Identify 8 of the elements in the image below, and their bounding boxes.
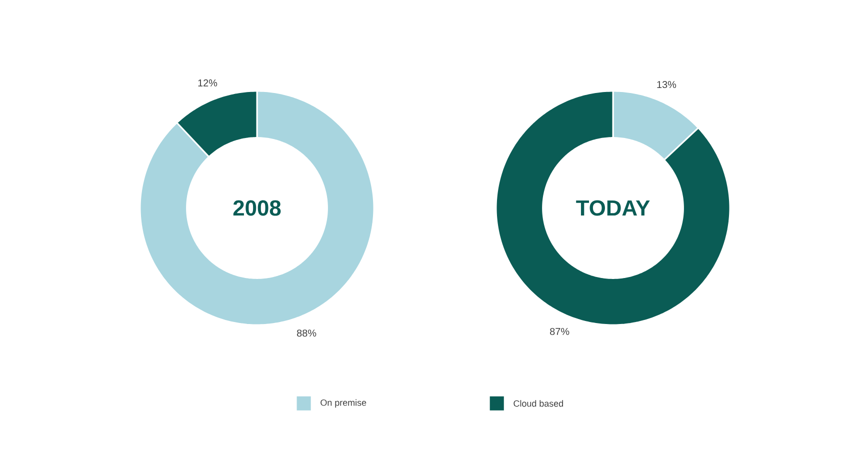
data-label: 12% xyxy=(198,79,218,86)
data-label: 13% xyxy=(657,80,676,88)
data-label: 87% xyxy=(550,328,570,336)
slice-label: 2008 xyxy=(233,200,281,216)
data-label: 88% xyxy=(296,330,316,337)
legend-label: Cloud based xyxy=(514,400,563,407)
slice-label: TODAY xyxy=(576,200,650,216)
legend-label: On premise xyxy=(320,399,366,408)
